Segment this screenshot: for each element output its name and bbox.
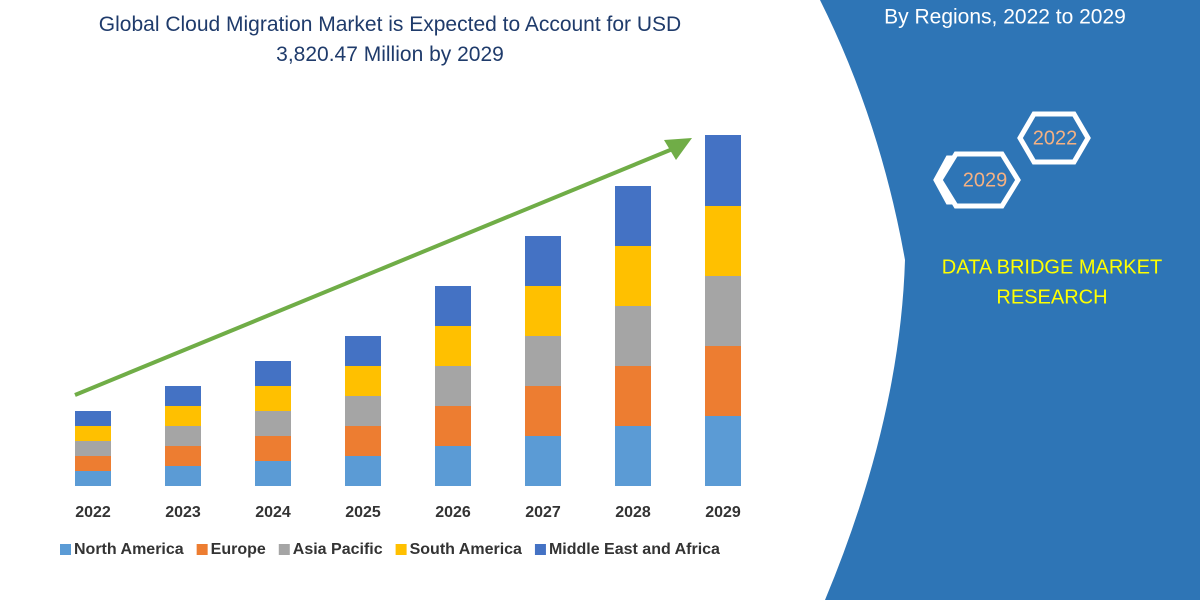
x-tick-label: 2022: [75, 504, 111, 521]
legend-label: Asia Pacific: [293, 541, 383, 558]
brand: RESEARCH: [996, 286, 1107, 308]
bar-segment: [165, 386, 201, 406]
bar-segment: [525, 236, 561, 286]
x-tick-label: 2029: [705, 504, 741, 521]
bar-segment: [345, 366, 381, 396]
bar-segment: [255, 461, 291, 486]
bar-segment: [705, 206, 741, 276]
bar-segment: [75, 471, 111, 486]
x-tick-label: 2025: [345, 504, 381, 521]
bar-segment: [255, 411, 291, 436]
bar-segment: [165, 466, 201, 486]
bar-segment: [165, 446, 201, 466]
legend-swatch: [395, 544, 407, 555]
trend-arrow-head: [664, 138, 692, 160]
legend-label: North America: [74, 541, 184, 558]
bar-segment: [615, 426, 651, 486]
bar-segment: [345, 336, 381, 366]
bar-segment: [345, 456, 381, 486]
legend-swatch: [534, 544, 546, 555]
bar-segment: [75, 456, 111, 471]
bar-segment: [615, 366, 651, 426]
legend-label: Middle East and Africa: [549, 541, 720, 558]
chart-title: Global Cloud Migration Market is Expecte…: [98, 13, 682, 66]
x-tick-label: 2027: [525, 504, 561, 521]
x-tick-label: 2028: [615, 504, 651, 521]
bar-segment: [525, 336, 561, 386]
bar-segment: [435, 406, 471, 446]
badge: 2022: [1033, 127, 1078, 149]
bar-segment: [75, 441, 111, 456]
bar-segment: [75, 411, 111, 426]
bar-segment: [165, 406, 201, 426]
side-panel-bg: [820, 0, 1200, 600]
legend-swatch: [60, 544, 71, 555]
badge: 2029: [963, 169, 1008, 191]
bar-segment: [525, 436, 561, 486]
bar-segment: [75, 426, 111, 441]
bar-segment: [255, 386, 291, 411]
legend-label: South America: [410, 541, 522, 558]
bar-segment: [705, 276, 741, 346]
brand: DATA BRIDGE MARKET: [942, 256, 1162, 278]
bar-segment: [345, 396, 381, 426]
trend-arrow: [74, 146, 676, 397]
bar-segment: [705, 346, 741, 416]
bar-segment: [705, 416, 741, 486]
bar-segment: [165, 426, 201, 446]
bar-segment: [525, 286, 561, 336]
bar-segment: [255, 436, 291, 461]
bar-segment: [525, 386, 561, 436]
hexagon: [937, 151, 1021, 209]
bar-segment: [435, 286, 471, 326]
legend-label: Europe: [211, 541, 266, 558]
bar-segment: [435, 326, 471, 366]
bar-segment: [615, 246, 651, 306]
legend-swatch: [278, 544, 290, 555]
x-tick-label: 2024: [255, 504, 291, 521]
bar-segment: [615, 306, 651, 366]
bar-segment: [435, 366, 471, 406]
bar-segment: [705, 135, 741, 206]
bar-segment: [615, 186, 651, 246]
bar-segment: [255, 361, 291, 386]
hexagon: [1017, 111, 1091, 165]
x-tick-label: 2023: [165, 504, 201, 521]
x-tick-label: 2026: [435, 504, 471, 521]
bar-segment: [345, 426, 381, 456]
legend-swatch: [196, 544, 208, 555]
bar-segment: [435, 446, 471, 486]
side-subtitle: By Regions, 2022 to 2029: [884, 6, 1126, 29]
